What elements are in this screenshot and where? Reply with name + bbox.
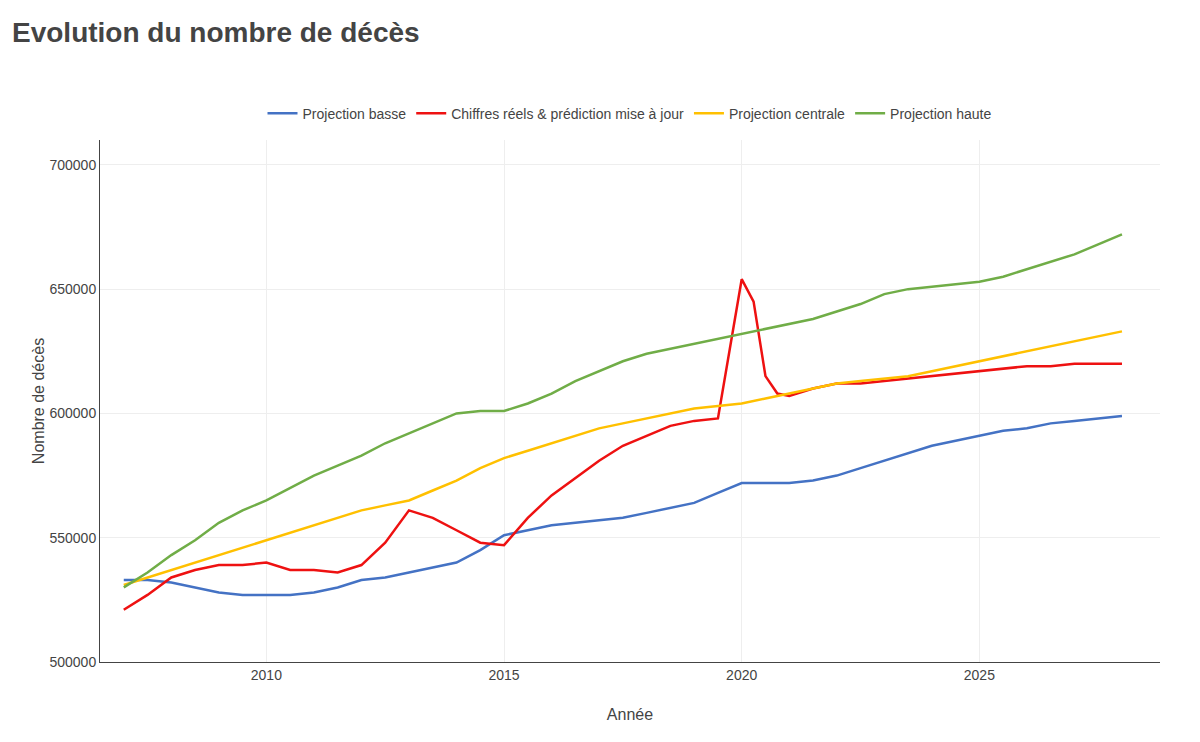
svg-text:Projection centrale: Projection centrale: [729, 106, 845, 122]
svg-text:Année: Année: [607, 706, 653, 723]
svg-text:Evolution du nombre de décès: Evolution du nombre de décès: [12, 17, 420, 48]
svg-text:500000: 500000: [49, 654, 96, 670]
svg-text:550000: 550000: [49, 530, 96, 546]
svg-text:Nombre de décès: Nombre de décès: [30, 338, 47, 464]
svg-text:2010: 2010: [251, 667, 282, 683]
svg-text:2025: 2025: [964, 667, 995, 683]
svg-text:650000: 650000: [49, 281, 96, 297]
svg-text:600000: 600000: [49, 405, 96, 421]
svg-text:Chiffres réels & prédiction mi: Chiffres réels & prédiction mise à jour: [451, 106, 684, 122]
svg-text:Projection basse: Projection basse: [303, 106, 407, 122]
svg-text:Projection haute: Projection haute: [890, 106, 991, 122]
svg-text:2015: 2015: [488, 667, 519, 683]
svg-text:700000: 700000: [49, 157, 96, 173]
svg-text:2020: 2020: [726, 667, 757, 683]
